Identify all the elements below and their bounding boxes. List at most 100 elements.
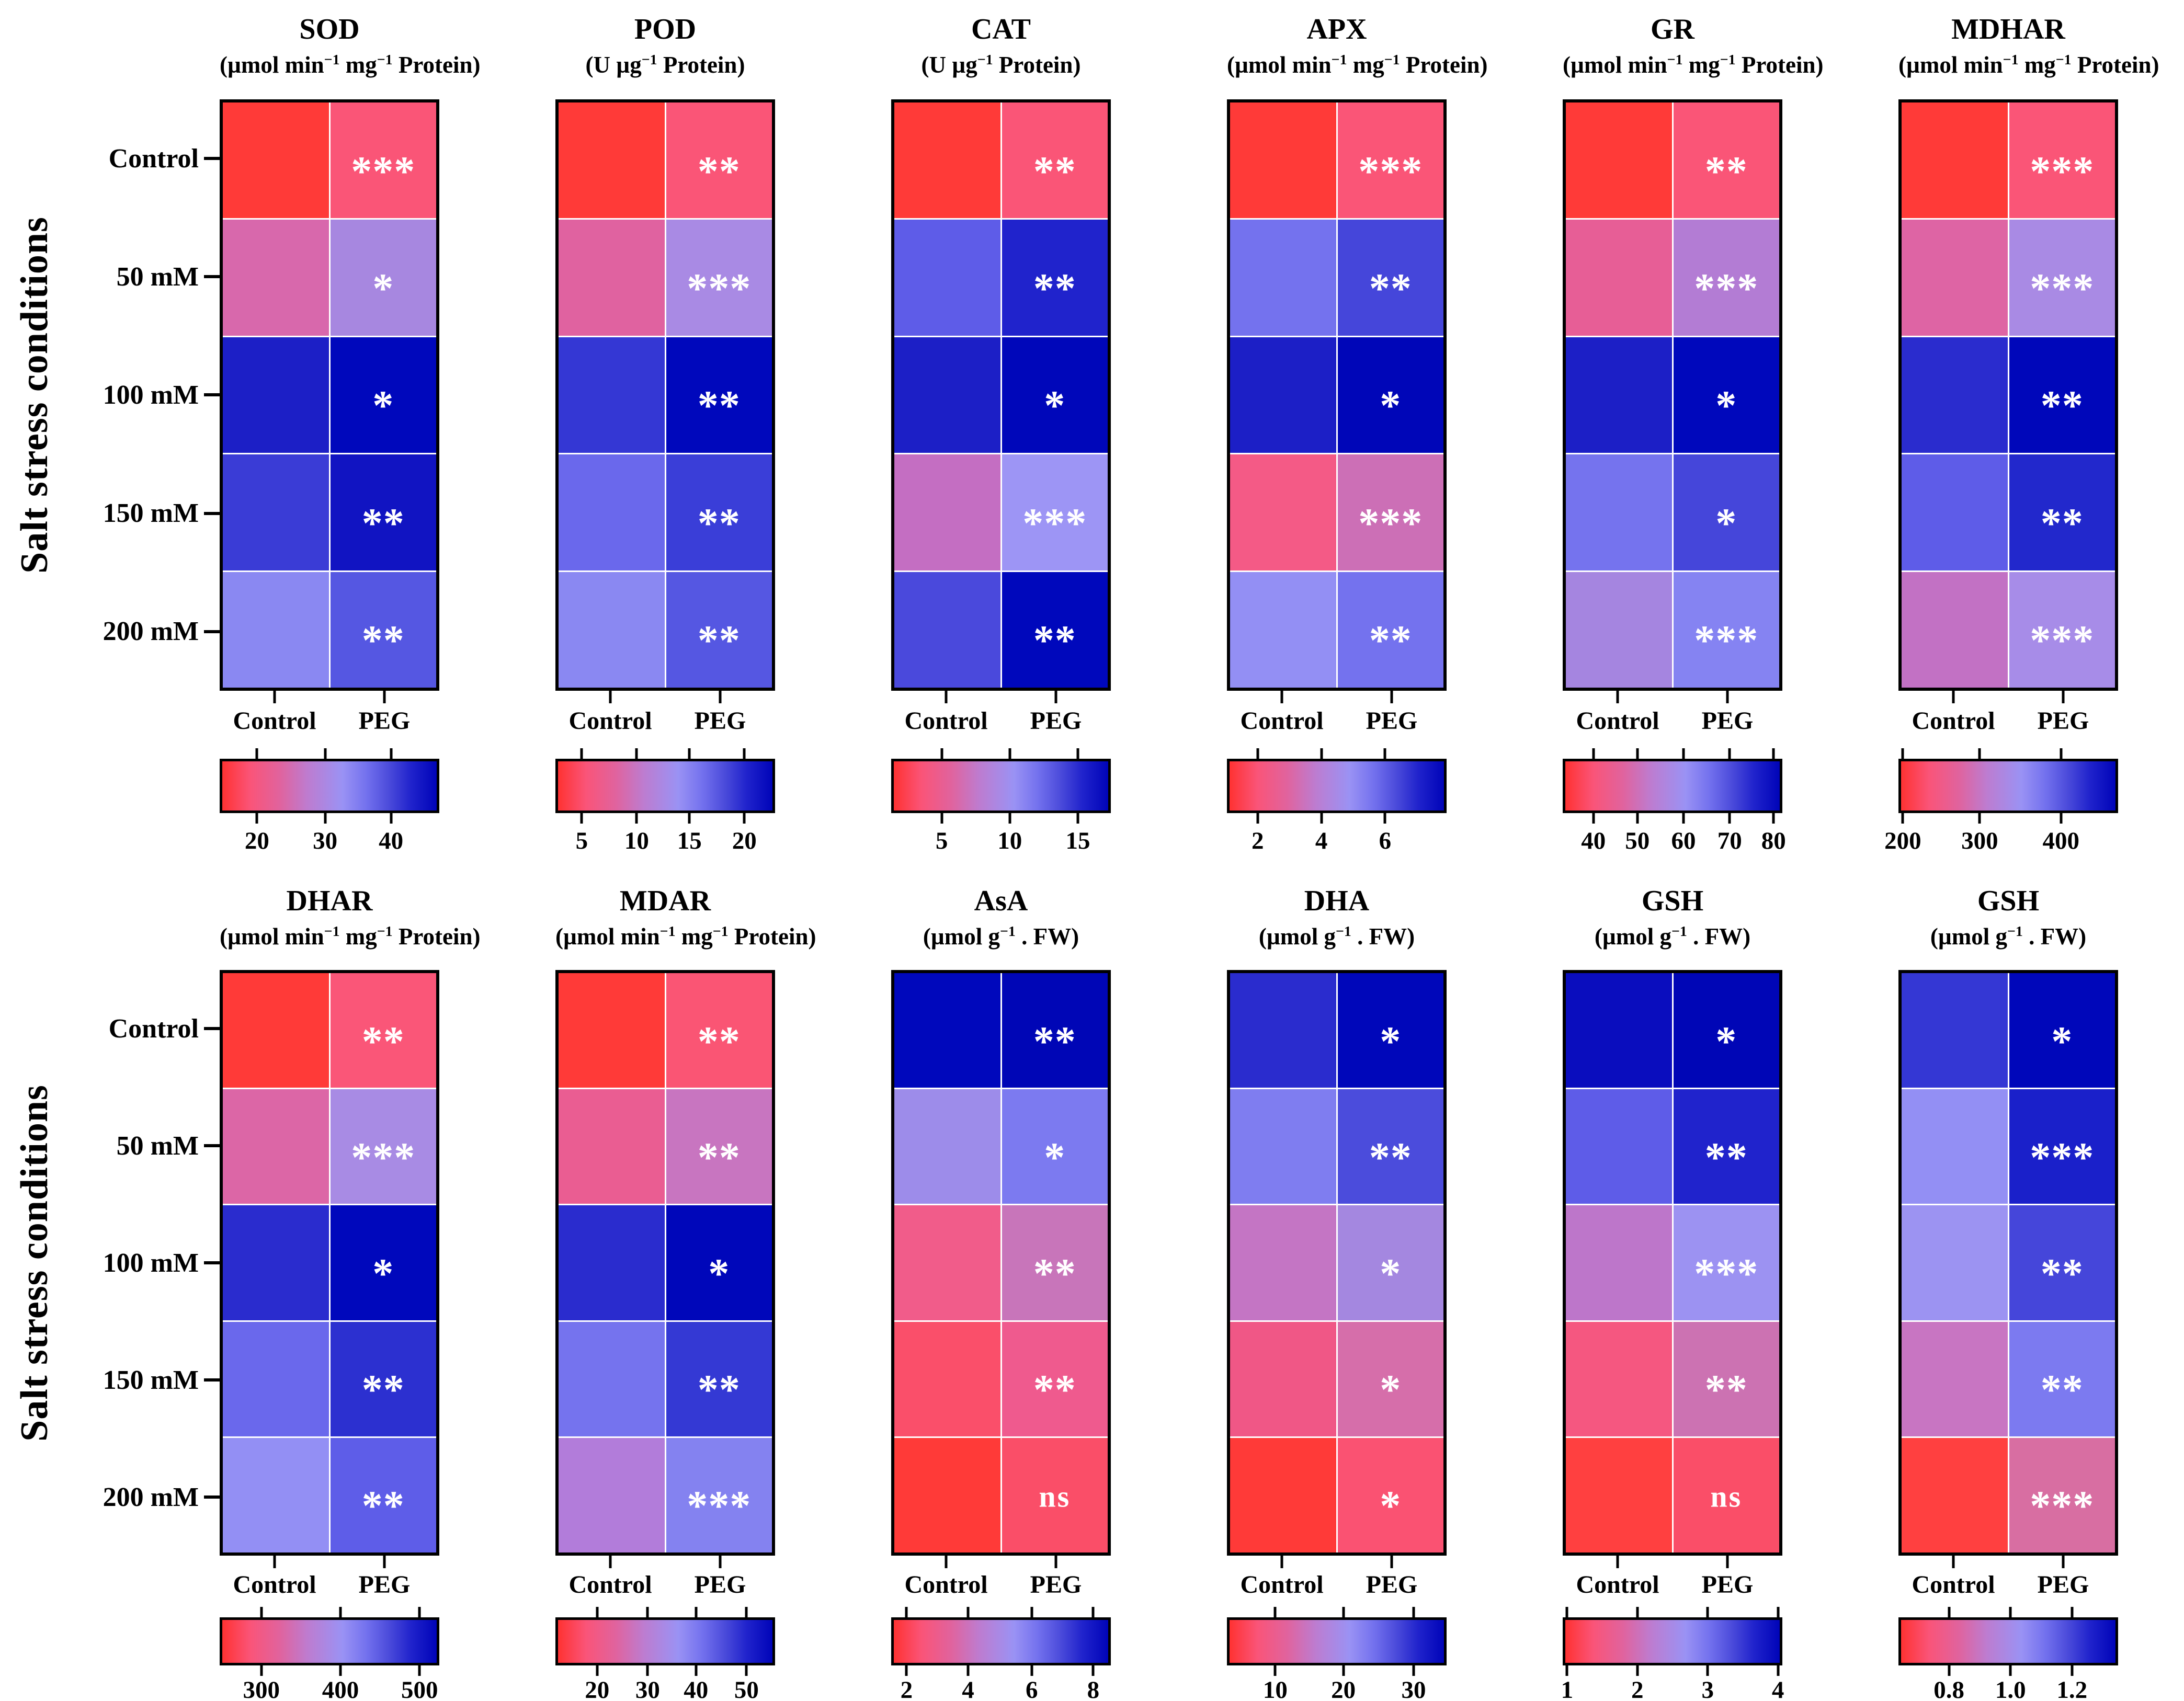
significance-label: ** [1704,1135,1748,1181]
row-label-text: 200 mM [103,617,199,647]
colorbar-mdhar [1898,759,2118,813]
row-label: 200 mM [67,573,220,691]
significance-label: * [1715,383,1737,430]
x-labels: Control PEG [1227,1570,1447,1603]
heatmap-cell-peg: ** [1002,220,1108,336]
panel-title: POD [634,13,697,45]
unit-text: Protein) [993,51,1081,78]
unit-superscript: −1 [324,51,340,68]
colorbar-gsh1 [1563,1617,1782,1665]
panel-title-block: GSH (µmol g−1 . FW) [1898,858,2118,970]
colorbar-tick-icon [2060,748,2063,759]
colorbar-tick-icon [905,1665,908,1676]
colorbar-tick-icon [260,1665,263,1676]
panel-asa: AsA (µmol g−1 . FW) ** * ** ** ns Control PEG 2 4 6… [891,858,1111,1701]
panel-title-block: POD (U µg−1 Protein) [555,8,775,99]
heatmap-cell-control [1230,1089,1336,1204]
significance-label: * [1380,1483,1402,1529]
significance-label: ** [697,383,741,430]
heatmap-cell-control [1902,973,2008,1088]
unit-text: Protein) [1400,51,1488,78]
significance-label: *** [2030,149,2095,195]
significance-label: ** [2040,1251,2084,1297]
unit-superscript: −1 [1384,51,1400,68]
heatmap-cell-control [223,220,329,336]
panel-title: DHA [1304,885,1370,917]
row-tick-icon [204,630,220,633]
panel-unit: (µmol min−1 mg−1 Protein) [220,923,480,950]
heatmap-cell-peg: *** [330,102,436,219]
significance-label: * [1715,1019,1737,1065]
colorbar-tick-icon [1256,813,1259,824]
panel-unit: (µmol min−1 mg−1 Protein) [220,51,480,78]
heatmap-cell-control [1230,337,1336,453]
colorbar-tick-label: 6 [1379,827,1392,854]
x-tick-icon [719,1556,722,1568]
panel-title-block: GR (µmol min−1 mg−1 Protein) [1563,8,1823,99]
colorbar-tick-label: 1.0 [1995,1676,2026,1701]
row-tick-icon [204,157,220,161]
heatmap-cell-peg: ** [1673,1321,1779,1436]
x-tick-icon [1616,1556,1619,1568]
row-label: 200 mM [67,1439,220,1556]
significance-label: ** [697,1019,741,1065]
row-label: 150 mM [67,454,220,573]
heatmap-cell-peg: *** [2009,1437,2115,1552]
heatmap-cell-control [1902,1321,2008,1436]
heatmap-cell-control [1902,1205,2008,1320]
colorbar-tick-icon [2060,813,2063,824]
col-label-control: Control [1912,707,1995,735]
heatmap-cell-control [1566,1205,1672,1320]
colorbar-block: 2 4 6 8 [891,1607,1111,1701]
significance-label: *** [1358,149,1423,195]
heatmap-cell-control [1230,572,1336,688]
significance-label: * [372,383,394,430]
row-tick-icon [204,393,220,397]
panel-pod: POD (U µg−1 Protein) ** *** ** ** ** Control PEG… [555,8,775,854]
heatmap-cell-peg: * [1002,1089,1108,1204]
colorbar-tick-icon [418,1607,421,1617]
unit-superscript: −1 [712,923,729,940]
colorbar-tick-label: 40 [1581,827,1606,854]
unit-text: Protein) [657,51,745,78]
heatmap-mdar: ** ** * ** *** [555,970,775,1556]
x-ticks [891,691,1111,706]
colorbar-tick-icon [1978,813,1981,824]
col-label-control: Control [1576,1571,1659,1599]
colorbar-block: 300 400 500 [220,1607,439,1701]
unit-text: Protein) [2071,51,2159,78]
colorbar-tick-icon [390,813,393,824]
colorbar-tick-icon [1342,1607,1345,1617]
colorbar-tick-icon [940,813,943,824]
row-label-text: 150 mM [103,498,199,529]
col-label-peg: PEG [1701,1571,1754,1599]
unit-text: (U µg [921,51,977,78]
colorbar-tick-icon [1412,1607,1415,1617]
colorbar-tick-icon [1901,748,1904,759]
heatmap-cell-control [1566,973,1672,1088]
heatmap-cell-peg: ** [2009,337,2115,453]
significance-label: ** [2040,500,2084,547]
significance-label: *** [1694,618,1759,664]
row-label-text: 50 mM [116,261,199,292]
x-labels: Control PEG [1563,1570,1782,1603]
panel-title: GSH [1977,885,2040,917]
col-label-peg: PEG [1701,707,1754,735]
colorbar-gr [1563,759,1782,813]
heatmap-cell-peg: ** [330,572,436,688]
heatmap-cell-peg: ** [1673,1089,1779,1204]
unit-superscript: −1 [377,51,393,68]
significance-label: *** [1694,266,1759,312]
significance-label: *** [1022,500,1087,547]
colorbar-tick-label: 400 [2042,827,2080,854]
significance-label: * [1380,1019,1402,1065]
col-label-peg: PEG [694,707,746,735]
row-tick-icon [204,511,220,515]
colorbar-tick-icon [1728,813,1731,824]
heatmap-cell-peg: *** [1337,454,1443,570]
heatmap-cell-control [1230,1205,1336,1320]
colorbar-tick-icon [745,1607,748,1617]
heatmap-cell-peg: ** [330,1437,436,1552]
panel-title: MDAR [619,885,711,917]
row-tick-icon [204,1378,220,1382]
